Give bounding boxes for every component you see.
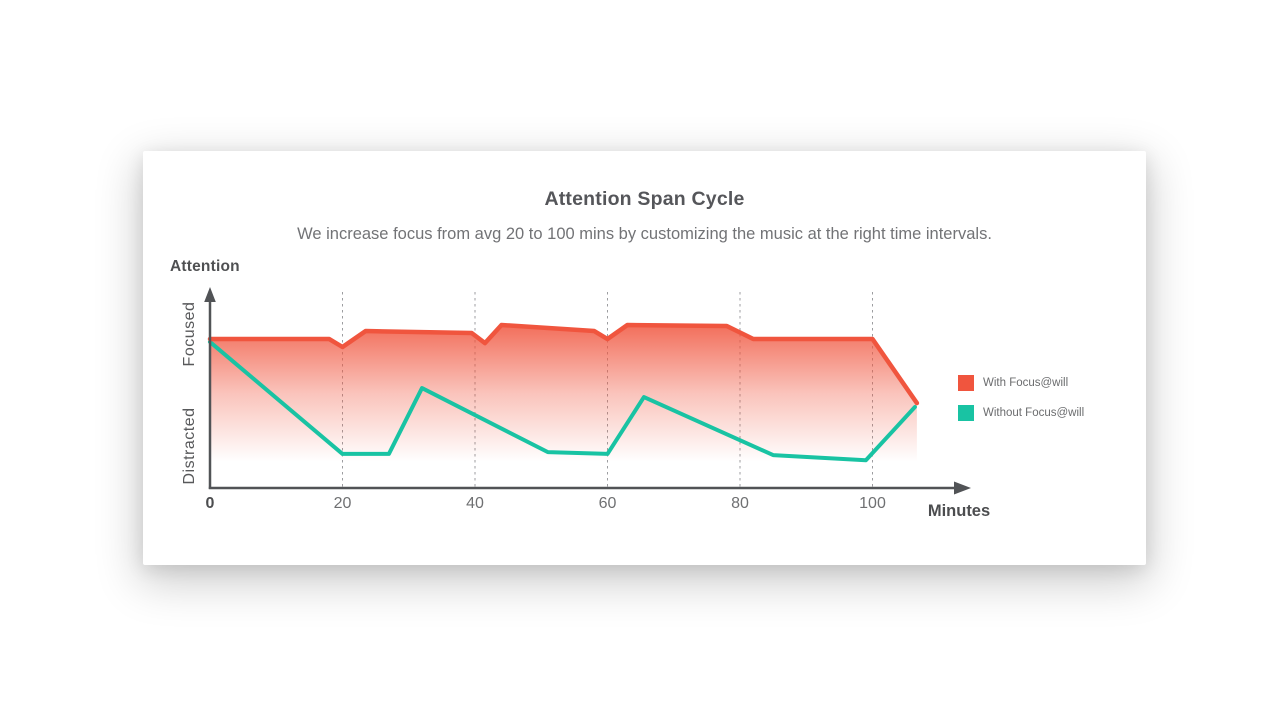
with-focuswill-area [210, 325, 917, 488]
y-axis-title: Attention [170, 258, 240, 275]
legend-item-without-focuswill: Without Focus@will [958, 405, 1084, 421]
chart-title: Attention Span Cycle [544, 188, 745, 210]
y-axis-arrow-icon [204, 287, 216, 302]
x-tick-0: 0 [206, 495, 215, 512]
with-focuswill-line [207, 322, 920, 406]
x-tick-40: 40 [466, 495, 484, 512]
attention-chart: Focused Distracted 0 20 40 60 80 100 Minutes [181, 287, 990, 520]
chart-card: Attention Span Cycle We increase focus f… [143, 151, 1146, 565]
without-focuswill-line [208, 339, 917, 463]
x-tick-60: 60 [599, 495, 617, 512]
without-focuswill-swatch-icon [958, 405, 974, 421]
x-tick-20: 20 [334, 495, 352, 512]
legend-label-with-focuswill: With Focus@will [983, 377, 1069, 389]
x-tick-labels: 0 20 40 60 80 100 [206, 495, 886, 512]
x-axis-title: Minutes [928, 502, 990, 520]
legend-item-with-focuswill: With Focus@will [958, 375, 1084, 391]
chart-subtitle: We increase focus from avg 20 to 100 min… [297, 225, 992, 243]
legend-label-without-focuswill: Without Focus@will [983, 407, 1085, 419]
x-tick-80: 80 [731, 495, 749, 512]
y-label-distracted: Distracted [181, 407, 198, 484]
x-axis-arrow-icon [954, 481, 971, 495]
y-label-focused: Focused [181, 302, 198, 367]
legend: With Focus@will Without Focus@will [958, 375, 1084, 435]
x-tick-100: 100 [859, 495, 886, 512]
with-focuswill-swatch-icon [958, 375, 974, 391]
